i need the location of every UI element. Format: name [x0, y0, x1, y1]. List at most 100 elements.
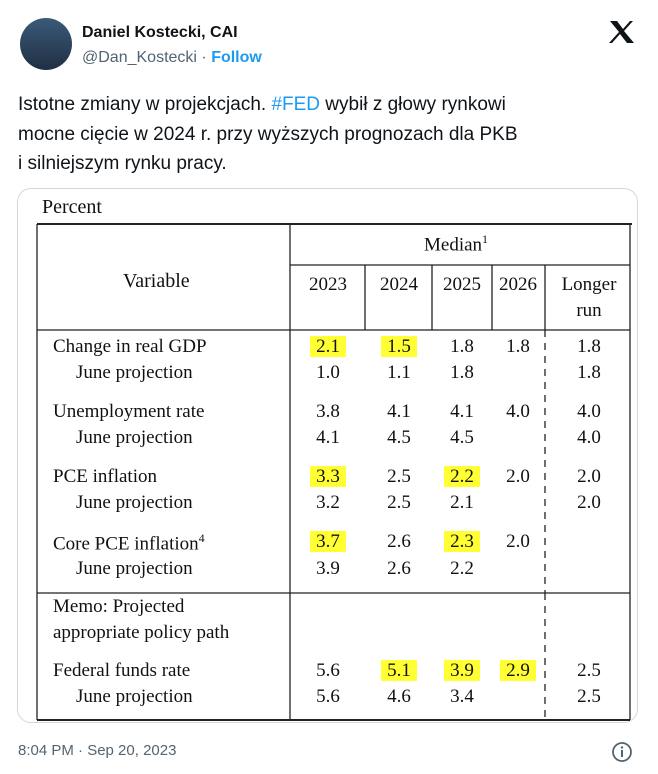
- hashtag[interactable]: #FED: [271, 94, 321, 115]
- cell: 3.8: [298, 401, 358, 423]
- column-header: Longer run: [561, 274, 617, 321]
- cell: 4.0: [488, 401, 548, 423]
- cell: 1.8: [432, 362, 492, 384]
- value: 5.6: [316, 686, 340, 707]
- variable-header: Variable: [123, 270, 190, 292]
- value: 1.8: [450, 362, 474, 383]
- cell: 3.9: [298, 558, 358, 580]
- cell: 1.1: [369, 362, 429, 384]
- value: 1.8: [577, 336, 601, 357]
- row-note: 4: [198, 531, 205, 545]
- value: 3.4: [450, 686, 474, 707]
- cell: 2.5: [559, 686, 619, 708]
- value: 4.6: [387, 686, 411, 707]
- text-segment: wybił z głowy rynkowi: [320, 94, 506, 115]
- follow[interactable]: Follow: [211, 49, 262, 66]
- cell: 2.3: [432, 531, 492, 553]
- row-label: June projection: [76, 492, 193, 514]
- text-line: mocne cięcie w 2024 r. przy wyższych pro…: [18, 120, 518, 150]
- row-label-text: June projection: [76, 362, 193, 383]
- cell: 2.5: [559, 660, 619, 682]
- value: 1.8: [506, 336, 530, 357]
- cell: 5.6: [298, 686, 358, 708]
- tweet-text: Istotne zmiany w projekcjach. #FED wybił…: [18, 90, 518, 179]
- value: 4.1: [450, 401, 474, 422]
- cell: 1.8: [559, 362, 619, 384]
- row-label-text: June projection: [76, 558, 193, 579]
- note: 1: [482, 232, 489, 246]
- value: 2.5: [387, 466, 411, 487]
- cell: 2.0: [488, 531, 548, 553]
- text-segment: Istotne zmiany w projekcjach.: [18, 94, 272, 115]
- info-icon[interactable]: [611, 741, 633, 763]
- row-label-text: Change in real GDP: [53, 336, 207, 357]
- highlighted-value: 3.3: [310, 466, 346, 487]
- highlighted-value: 1.5: [381, 336, 417, 357]
- value: 4.1: [387, 401, 411, 422]
- value: 2.0: [577, 466, 601, 487]
- cell: 1.8: [488, 336, 548, 358]
- value: 3.9: [316, 558, 340, 579]
- row-label: Core PCE inflation4: [53, 531, 205, 555]
- cell: 5.1: [369, 660, 429, 682]
- cell: 2.1: [432, 492, 492, 514]
- value: 4.0: [577, 427, 601, 448]
- x-logo[interactable]: [608, 20, 634, 44]
- value: 2.6: [387, 558, 411, 579]
- value: 5.6: [316, 660, 340, 681]
- row-label: Change in real GDP: [53, 336, 207, 358]
- text-line: Istotne zmiany w projekcjach. #FED wybił…: [18, 90, 518, 120]
- value: 4.1: [316, 427, 340, 448]
- row-label: June projection: [76, 558, 193, 580]
- text-segment: i silniejszym rynku pracy.: [18, 153, 227, 174]
- row-label-text: June projection: [76, 686, 193, 707]
- cell: 2.0: [559, 466, 619, 488]
- value: 4.5: [450, 427, 474, 448]
- cell: 2.0: [559, 492, 619, 514]
- row-label-text: Core PCE inflation: [53, 533, 199, 555]
- row-label: Federal funds rate: [53, 660, 190, 682]
- cell: 5.6: [298, 660, 358, 682]
- author-name[interactable]: Daniel Kostecki, CAI: [82, 24, 238, 41]
- avatar[interactable]: [20, 18, 72, 70]
- timestamp[interactable]: 8:04 PM · Sep 20, 2023: [18, 742, 177, 759]
- value: 4.5: [387, 427, 411, 448]
- median: Median: [424, 234, 483, 256]
- cell: 4.1: [298, 427, 358, 449]
- highlighted-value: 5.1: [381, 660, 417, 681]
- row-label-text: June projection: [76, 427, 193, 448]
- cell: 2.1: [298, 336, 358, 358]
- highlighted-value: 2.3: [444, 531, 480, 552]
- row-label: June projection: [76, 686, 193, 708]
- value: 3.2: [316, 492, 340, 513]
- memo-line: Memo: Projected: [53, 596, 185, 617]
- group-header: Median1: [424, 232, 488, 256]
- value: 2.1: [450, 492, 474, 513]
- highlighted-value: 2.2: [444, 466, 480, 487]
- value: 1.0: [316, 362, 340, 383]
- handle[interactable]: @Dan_Kostecki: [82, 49, 197, 66]
- value: 2.5: [387, 492, 411, 513]
- value: 1.8: [450, 336, 474, 357]
- highlighted-value: 3.9: [444, 660, 480, 681]
- value: 2.0: [577, 492, 601, 513]
- value: 2.6: [387, 531, 411, 552]
- cell: 2.5: [369, 466, 429, 488]
- value: 2.5: [577, 660, 601, 681]
- row-label-text: PCE inflation: [53, 466, 157, 487]
- cell: 3.4: [432, 686, 492, 708]
- cell: 1.8: [432, 336, 492, 358]
- column-header: 2024: [380, 274, 418, 295]
- memo-line: appropriate policy path: [53, 622, 230, 643]
- highlighted-value: 2.1: [310, 336, 346, 357]
- cell: 3.7: [298, 531, 358, 553]
- row-label-text: Unemployment rate: [53, 401, 205, 422]
- row-label-text: Federal funds rate: [53, 660, 191, 681]
- media-card: [17, 188, 638, 723]
- cell: 2.0: [488, 466, 548, 488]
- column-header: 2025: [443, 274, 481, 295]
- cell: 4.5: [369, 427, 429, 449]
- highlighted-value: 2.9: [500, 660, 536, 681]
